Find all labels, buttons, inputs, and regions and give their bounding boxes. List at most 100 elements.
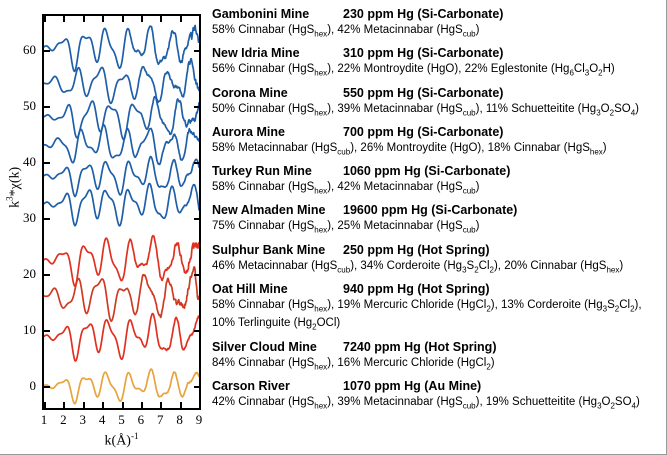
sample-entry: Oat Hill Mine 940 ppm Hg (Hot Spring) 58% … [212, 281, 664, 335]
y-tick-mark [42, 273, 50, 276]
x-tick-label: 6 [137, 412, 145, 427]
sample-header: Gambonini Mine 230 ppm Hg (Si-Carbonate) [212, 6, 664, 22]
sample-name: Gambonini Mine [212, 7, 310, 21]
sample-name: New Idria Mine [212, 46, 300, 61]
sample-name: Carson River [212, 378, 290, 393]
x-tick-label: 3 [79, 412, 87, 427]
sample-entry: Turkey Run Mine 1060 ppm Hg (Si-Carbonate… [212, 163, 664, 198]
x-tick-mark [121, 14, 124, 22]
y-tick-mark [42, 385, 50, 388]
x-tick-mark [140, 402, 143, 410]
sample-entry: Sulphur Bank Mine 250 ppm Hg (Hot Spring)… [212, 242, 664, 277]
x-tick-label: 2 [60, 412, 67, 427]
sample-concentration: 1060 ppm Hg (Si-Carbonate) [343, 164, 511, 179]
x-tick-label: 4 [98, 412, 106, 427]
sample-concentration: 250 ppm Hg (Hot Spring) [343, 242, 490, 257]
y-axis-title: k3*χ(k) [4, 166, 23, 208]
x-tick-label: 7 [157, 412, 164, 427]
spectrum-trace [44, 24, 199, 73]
spectrum-trace [44, 124, 199, 166]
sample-header: Aurora Mine 700 ppm Hg (Si-Carbonate) [212, 124, 664, 140]
y-tick-mark [194, 385, 201, 388]
x-tick-mark [121, 402, 124, 410]
sample-entry: Carson River 1070 ppm Hg (Au Mine) 42% Cin… [212, 378, 664, 413]
y-tick-mark [42, 217, 50, 220]
spectrum-trace [44, 182, 199, 227]
sample-description-list: Gambonini Mine 230 ppm Hg (Si-Carbonate) 5… [212, 6, 664, 451]
x-axis-title: k(Å)-1 [104, 431, 139, 449]
y-tick-mark [42, 161, 50, 164]
x-tick-mark [44, 14, 46, 22]
sample-entry: Aurora Mine 700 ppm Hg (Si-Carbonate) 58% … [212, 124, 664, 159]
x-tick-mark [160, 14, 163, 22]
x-tick-mark [82, 14, 85, 22]
x-tick-mark [44, 402, 46, 410]
x-tick-mark [179, 14, 182, 22]
x-tick-mark [179, 402, 182, 410]
y-tick-label: 60 [23, 41, 36, 57]
sample-concentration: 1070 ppm Hg (Au Mine) [343, 378, 482, 393]
x-tick-mark [102, 402, 105, 410]
spectrum-trace [44, 368, 199, 405]
sample-species: 58% Cinnabar (HgShex), 19% Mercuric Chlo… [212, 299, 642, 332]
spectrum-trace [44, 234, 199, 288]
plot-frame [42, 14, 201, 410]
sample-concentration: 940 ppm Hg (Hot Spring) [343, 282, 490, 297]
spectrum-trace [44, 95, 199, 141]
sample-header: Silver Cloud Mine 7240 ppm Hg (Hot Spring… [212, 339, 664, 355]
x-tick-mark [63, 14, 66, 22]
sample-header: New Idria Mine 310 ppm Hg (Si-Carbonate) [212, 45, 664, 61]
sample-species: 46% Metacinnabar (HgScub), 34% Corderoit… [212, 259, 624, 275]
sample-species: 58% Cinnabar (HgShex), 42% Metacinnabar … [212, 24, 480, 39]
y-tick-label: 20 [23, 265, 36, 281]
sample-entry: New Almaden Mine 19600 ppm Hg (Si-Carbona… [212, 202, 664, 237]
y-tick-mark [42, 105, 50, 108]
x-tick-mark [199, 14, 201, 22]
x-tick-mark [102, 14, 105, 22]
y-tick-label: 0 [29, 377, 37, 393]
sample-entry: Silver Cloud Mine 7240 ppm Hg (Hot Spring… [212, 339, 664, 374]
sample-concentration: 230 ppm Hg (Si-Carbonate) [343, 7, 504, 21]
y-tick-mark [194, 217, 201, 220]
spectrum-trace [44, 58, 199, 105]
x-tick-label: 1 [40, 412, 48, 427]
x-tick-mark [63, 402, 66, 410]
sample-concentration: 550 ppm Hg (Si-Carbonate) [343, 85, 504, 100]
sample-header: New Almaden Mine 19600 ppm Hg (Si-Carbona… [212, 202, 664, 218]
sample-header: Oat Hill Mine 940 ppm Hg (Hot Spring) [212, 281, 664, 297]
sample-name: Aurora Mine [212, 124, 285, 139]
sample-name: New Almaden Mine [212, 203, 326, 218]
y-tick-mark [194, 161, 201, 164]
sample-species: 75% Cinnabar (HgShex), 25% Metacinnabar … [212, 220, 480, 235]
sample-species: 42% Cinnabar (HgShex), 39% Metacinnabar … [212, 395, 640, 411]
sample-name: Oat Hill Mine [212, 282, 288, 297]
y-tick-mark [42, 49, 50, 52]
sample-header: Sulphur Bank Mine 250 ppm Hg (Hot Spring) [212, 242, 664, 258]
x-tick-mark [199, 402, 201, 410]
x-tick-label: 8 [176, 412, 183, 427]
sample-species: 56% Cinnabar (HgShex), 22% Montroydite (… [212, 63, 615, 78]
sample-name: Corona Mine [212, 85, 288, 100]
x-tick-mark [140, 14, 143, 22]
y-tick-mark [194, 105, 201, 108]
spectrum-trace [44, 155, 199, 198]
sample-species: 58% Cinnabar (HgShex), 42% Metacinnabar … [212, 181, 480, 196]
sample-header: Turkey Run Mine 1060 ppm Hg (Si-Carbonate… [212, 163, 664, 179]
sample-concentration: 310 ppm Hg (Si-Carbonate) [343, 46, 504, 61]
y-tick-label: 50 [23, 97, 36, 113]
sample-header: Corona Mine 550 ppm Hg (Si-Carbonate) [212, 85, 664, 101]
spectra-traces [44, 24, 199, 405]
x-tick-mark [160, 402, 163, 410]
spectrum-trace [44, 266, 199, 323]
x-tick-label: 9 [195, 412, 203, 427]
sample-name: Turkey Run Mine [212, 164, 312, 179]
sample-entry: Gambonini Mine 230 ppm Hg (Si-Carbonate) 5… [212, 6, 664, 41]
sample-species: 50% Cinnabar (HgShex), 39% Metacinnabar … [212, 102, 639, 117]
y-tick-label: 30 [23, 209, 36, 225]
y-tick-mark [42, 329, 50, 332]
sample-entry: Corona Mine 550 ppm Hg (Si-Carbonate) 50% … [212, 85, 664, 120]
sample-name: Sulphur Bank Mine [212, 242, 326, 257]
y-tick-label: 10 [23, 321, 36, 337]
sample-concentration: 700 ppm Hg (Si-Carbonate) [343, 124, 504, 139]
